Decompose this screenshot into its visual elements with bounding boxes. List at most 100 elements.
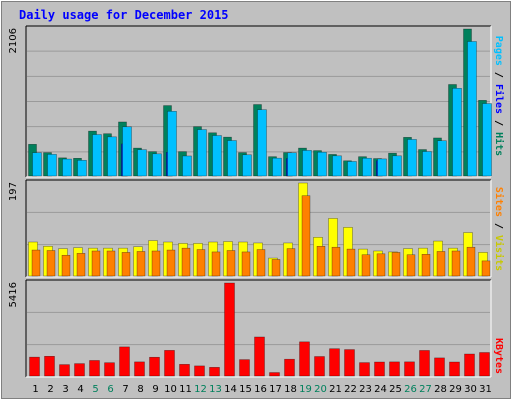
legend-sites: Sites bbox=[493, 187, 505, 217]
chart-title: Daily usage for December 2015 bbox=[19, 8, 229, 22]
bar-kbytes-day-14 bbox=[224, 282, 235, 377]
bar-pages-day-26-fill bbox=[407, 139, 417, 176]
bar-sites-day-8-edge bbox=[136, 251, 146, 277]
bar-pages-day-4-edge bbox=[77, 160, 87, 177]
bar-kbytes-day-20-fill bbox=[314, 356, 325, 376]
bar-sites-day-2-fill bbox=[47, 250, 55, 276]
bar-pages-day-27 bbox=[422, 151, 432, 177]
bar-kbytes-day-4-fill bbox=[74, 363, 85, 376]
bar-kbytes-day-8-fill bbox=[134, 361, 145, 376]
bar-pages-day-26-edge bbox=[407, 139, 417, 177]
bar-pages-day-13-edge bbox=[212, 135, 222, 177]
bar-pages-day-11 bbox=[182, 155, 192, 177]
bar-kbytes-day-7-edge bbox=[119, 346, 130, 377]
bar-kbytes-day-7 bbox=[119, 346, 130, 377]
x-tick-label-day-9: 9 bbox=[152, 384, 158, 395]
x-tick-label-day-25: 25 bbox=[389, 384, 402, 395]
bar-pages-day-30 bbox=[467, 41, 477, 177]
bar-sites-day-11-edge bbox=[181, 247, 191, 277]
bar-kbytes-day-10 bbox=[164, 350, 175, 377]
x-tick-label-day-10: 10 bbox=[164, 384, 177, 395]
bar-kbytes-day-29 bbox=[449, 361, 460, 377]
bar-pages-day-28-edge bbox=[437, 140, 447, 177]
bar-sites-day-13-fill bbox=[212, 251, 220, 276]
bar-sites-day-27-fill bbox=[422, 254, 430, 276]
bar-sites-day-5 bbox=[91, 250, 101, 277]
x-tick-label-day-20: 20 bbox=[314, 384, 327, 395]
bar-pages-day-25-edge bbox=[392, 155, 402, 177]
bar-pages-day-22 bbox=[347, 161, 357, 177]
bar-sites-day-11-fill bbox=[182, 248, 190, 276]
bar-sites-day-23-edge bbox=[361, 254, 371, 277]
bar-sites-day-6-edge bbox=[106, 250, 116, 277]
bar-kbytes-day-17-edge bbox=[269, 372, 280, 377]
bar-sites-day-21-edge bbox=[331, 246, 341, 277]
bar-kbytes-day-16-edge bbox=[254, 336, 265, 377]
bar-sites-day-6 bbox=[106, 250, 116, 277]
bar-sites-day-20 bbox=[316, 246, 326, 277]
bar-pages-day-2 bbox=[47, 154, 57, 177]
bar-sites-day-16-edge bbox=[256, 249, 266, 277]
bar-pages-day-21-edge bbox=[332, 155, 342, 177]
bar-sites-day-10-edge bbox=[166, 249, 176, 277]
bar-kbytes-day-15 bbox=[239, 359, 250, 377]
bar-kbytes-day-14-fill bbox=[224, 283, 235, 376]
bar-pages-day-10 bbox=[167, 111, 177, 177]
bar-pages-day-21-fill bbox=[332, 155, 342, 176]
bar-kbytes-day-31-edge bbox=[479, 352, 490, 377]
bar-kbytes-day-9 bbox=[149, 356, 160, 377]
bar-kbytes-day-13-edge bbox=[209, 367, 220, 377]
bar-sites-day-21-fill bbox=[332, 247, 340, 276]
bar-kbytes-day-26 bbox=[404, 361, 415, 377]
bar-kbytes-day-2 bbox=[44, 356, 55, 377]
bar-kbytes-day-3-edge bbox=[59, 364, 70, 377]
x-tick-label-day-27: 27 bbox=[419, 384, 432, 395]
bar-sites-day-15-edge bbox=[241, 251, 251, 277]
bar-pages-day-14-fill bbox=[227, 140, 237, 176]
bar-pages-day-28 bbox=[437, 140, 447, 177]
bar-sites-day-5-fill bbox=[92, 250, 100, 276]
x-tick-label-day-14: 14 bbox=[224, 384, 237, 395]
bar-kbytes-day-15-edge bbox=[239, 359, 250, 377]
bar-pages-day-14-edge bbox=[227, 140, 237, 177]
bar-kbytes-day-19-fill bbox=[299, 341, 310, 376]
bar-pages-day-13-fill bbox=[212, 135, 222, 176]
bar-kbytes-day-21 bbox=[329, 348, 340, 377]
bar-kbytes-day-1-edge bbox=[29, 356, 40, 377]
bar-sites-day-31-fill bbox=[482, 260, 490, 276]
bar-sites-day-18-edge bbox=[286, 248, 296, 277]
bar-sites-day-18 bbox=[286, 248, 296, 277]
bar-sites-day-13-edge bbox=[211, 251, 221, 277]
bar-kbytes-day-13 bbox=[209, 367, 220, 377]
bar-sites-day-26 bbox=[406, 254, 416, 277]
bar-pages-day-22-edge bbox=[347, 161, 357, 177]
bar-pages-day-24-fill bbox=[377, 158, 387, 176]
bar-kbytes-day-18-edge bbox=[284, 358, 295, 377]
bar-kbytes-day-4 bbox=[74, 363, 85, 377]
x-tick-label-day-15: 15 bbox=[239, 384, 252, 395]
bar-sites-day-4-edge bbox=[76, 253, 86, 277]
bar-pages-day-29-edge bbox=[452, 88, 462, 177]
x-tick-label-day-2: 2 bbox=[47, 384, 53, 395]
bar-pages-day-11-edge bbox=[182, 155, 192, 177]
bar-kbytes-day-13-fill bbox=[209, 367, 220, 376]
bar-pages-day-6-fill bbox=[107, 136, 117, 176]
legend-kbytes: KBytes bbox=[493, 338, 504, 374]
bar-pages-day-30-fill bbox=[467, 41, 477, 177]
x-tick-label-day-17: 17 bbox=[269, 384, 282, 395]
bar-pages-day-28-fill bbox=[437, 140, 447, 176]
x-tick-label-day-11: 11 bbox=[179, 384, 192, 395]
bar-sites-day-5-edge bbox=[91, 250, 101, 277]
bar-kbytes-day-28-edge bbox=[434, 357, 445, 377]
legend-sites-visits: Sites / Visits bbox=[493, 187, 505, 271]
bar-sites-day-9-fill bbox=[152, 250, 160, 276]
bar-pages-day-8-fill bbox=[137, 149, 147, 176]
x-tick-label-day-29: 29 bbox=[449, 384, 462, 395]
bar-kbytes-day-11-edge bbox=[179, 364, 190, 377]
bar-kbytes-day-26-edge bbox=[404, 361, 415, 377]
bar-pages-day-19 bbox=[302, 150, 312, 177]
bar-pages-day-20-fill bbox=[317, 152, 327, 176]
legend-visits: Visits bbox=[493, 235, 505, 271]
panel-kbytes: 5416 bbox=[8, 279, 492, 378]
